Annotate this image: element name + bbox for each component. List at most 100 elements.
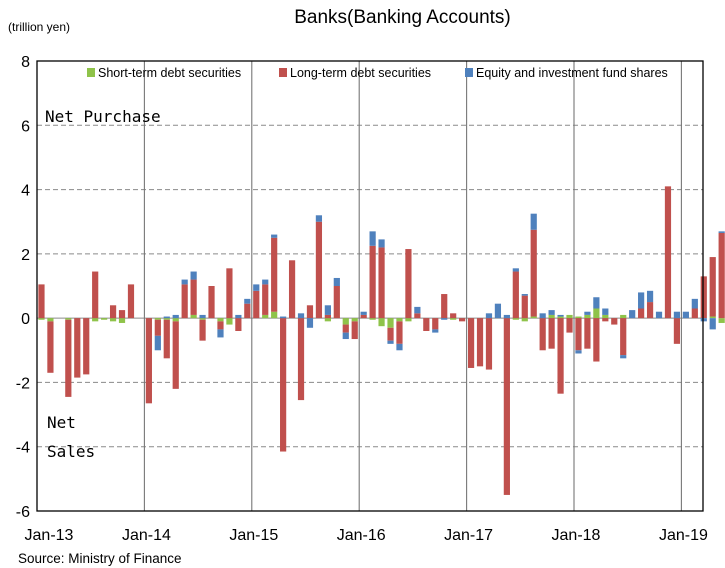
bar-segment-long-term — [441, 294, 448, 319]
bar-segment-long-term — [700, 276, 707, 319]
bar-segment-long-term — [315, 221, 323, 319]
bar-segment-short-term — [709, 316, 716, 319]
bar-segment-equity — [646, 290, 654, 303]
annotation-net-sales-line1: Net — [47, 413, 76, 432]
bar-segment-long-term — [521, 295, 528, 319]
bar-segment-equity — [280, 316, 287, 319]
bar-segment-long-term — [396, 321, 403, 344]
bar-segment-short-term — [226, 318, 233, 325]
y-tick-label: -4 — [16, 440, 30, 457]
bar-segment-long-term — [485, 318, 493, 370]
bar-segment-long-term — [163, 319, 170, 359]
bar-segment-short-term — [557, 316, 564, 319]
bar-segment-short-term — [584, 314, 591, 319]
bar-segment-long-term — [709, 257, 716, 317]
x-tick-label: Jan-19 — [659, 527, 708, 544]
legend-swatch-long-term — [279, 68, 287, 77]
bar-segment-long-term — [199, 319, 206, 341]
bar-segment-equity — [432, 329, 439, 333]
plot-frame — [36, 60, 704, 512]
bar-segment-long-term — [512, 271, 519, 319]
bar-segment-equity — [360, 311, 367, 315]
bar-segment-long-term — [467, 318, 475, 368]
bar-segment-long-term — [369, 245, 376, 319]
bar-segment-equity — [414, 306, 421, 314]
y-tick-label: 8 — [21, 54, 30, 71]
bar-segment-short-term — [378, 318, 385, 327]
bar-segment-long-term — [414, 313, 421, 319]
bar-segment-long-term — [360, 314, 367, 319]
bar-segment-short-term — [172, 318, 179, 322]
bar-segment-long-term — [271, 237, 278, 312]
bar-segment-equity — [342, 332, 349, 340]
bar-segment-equity — [262, 279, 269, 285]
bar-segment-long-term — [190, 279, 197, 315]
bar-segment-long-term — [65, 319, 72, 397]
bar-segment-long-term — [423, 318, 430, 331]
legend-swatch-equity — [465, 68, 473, 77]
bar-segment-short-term — [387, 318, 394, 328]
bar-segment-long-term — [262, 284, 269, 315]
bar-segment-long-term — [333, 286, 340, 319]
bar-segment-equity — [655, 311, 663, 319]
bar-segment-long-term — [575, 318, 582, 351]
bar-segment-short-term — [593, 308, 600, 319]
chart-title: Banks(Banking Accounts) — [294, 7, 511, 28]
bar-segment-long-term — [342, 324, 349, 333]
bar-segment-long-term — [172, 321, 179, 389]
bar-segment-long-term — [503, 318, 510, 495]
bar-segment-long-term — [154, 319, 161, 336]
bar-segment-long-term — [109, 305, 117, 319]
y-axis-ticks: 8 6 4 2 0 -2 -4 -6 — [16, 54, 30, 521]
bar-segment-short-term — [154, 318, 161, 320]
bar-segment-short-term — [190, 314, 197, 319]
bar-segment-long-term — [127, 284, 135, 319]
bar-segment-equity — [503, 314, 510, 319]
bar-segment-long-term — [584, 318, 591, 349]
legend-label-equity: Equity and investment fund shares — [476, 66, 668, 80]
bar-segment-long-term — [235, 318, 242, 331]
bar-segment-equity — [190, 271, 197, 280]
x-tick-label: Jan-16 — [337, 527, 386, 544]
annotation-net-purchase: Net Purchase — [45, 107, 161, 126]
bar-segment-short-term — [566, 314, 573, 319]
bar-segment-short-term — [101, 318, 108, 320]
bar-segment-equity — [584, 311, 591, 315]
bar-segment-short-term — [575, 316, 582, 319]
bar-segment-equity — [324, 305, 331, 315]
bar-segment-long-term — [181, 284, 188, 319]
bar-segment-long-term — [664, 186, 672, 319]
bar-segment-equity — [718, 231, 725, 233]
bar-segment-short-term — [47, 318, 54, 322]
bar-segment-equity — [163, 316, 170, 319]
bar-segment-short-term — [369, 318, 376, 320]
x-tick-label: Jan-18 — [552, 527, 601, 544]
y-tick-label: 4 — [21, 183, 30, 200]
bar-segment-long-term — [378, 247, 385, 319]
bar-segment-long-term — [208, 286, 215, 319]
bar-segment-equity — [539, 313, 546, 319]
bar-segment-equity — [521, 294, 528, 296]
bar-segment-equity — [638, 292, 645, 309]
legend-swatch-short-term — [87, 68, 95, 77]
bar-segment-long-term — [673, 318, 681, 344]
bar-segment-long-term — [280, 318, 287, 452]
bar-segment-long-term — [244, 303, 251, 319]
bar-segment-equity — [682, 311, 689, 319]
bar-segment-long-term — [306, 305, 314, 319]
bar-segment-equity — [235, 314, 242, 319]
bar-segment-equity — [244, 298, 251, 304]
bar-segment-equity — [494, 303, 502, 319]
bar-segment-equity — [629, 310, 636, 319]
x-tick-label: Jan-13 — [25, 527, 74, 544]
bar-segment-equity — [333, 277, 340, 286]
bar-segment-short-term — [217, 318, 224, 322]
bar-segment-short-term — [405, 318, 412, 322]
bar-segment-equity — [396, 343, 403, 351]
bar-segment-long-term — [74, 318, 81, 378]
y-axis-unit-label: (trillion yen) — [8, 20, 71, 34]
bar-segment-equity — [700, 318, 707, 322]
bar-segment-equity — [253, 284, 260, 291]
bar-segment-long-term — [718, 232, 725, 319]
bar-segment-long-term — [145, 318, 152, 404]
